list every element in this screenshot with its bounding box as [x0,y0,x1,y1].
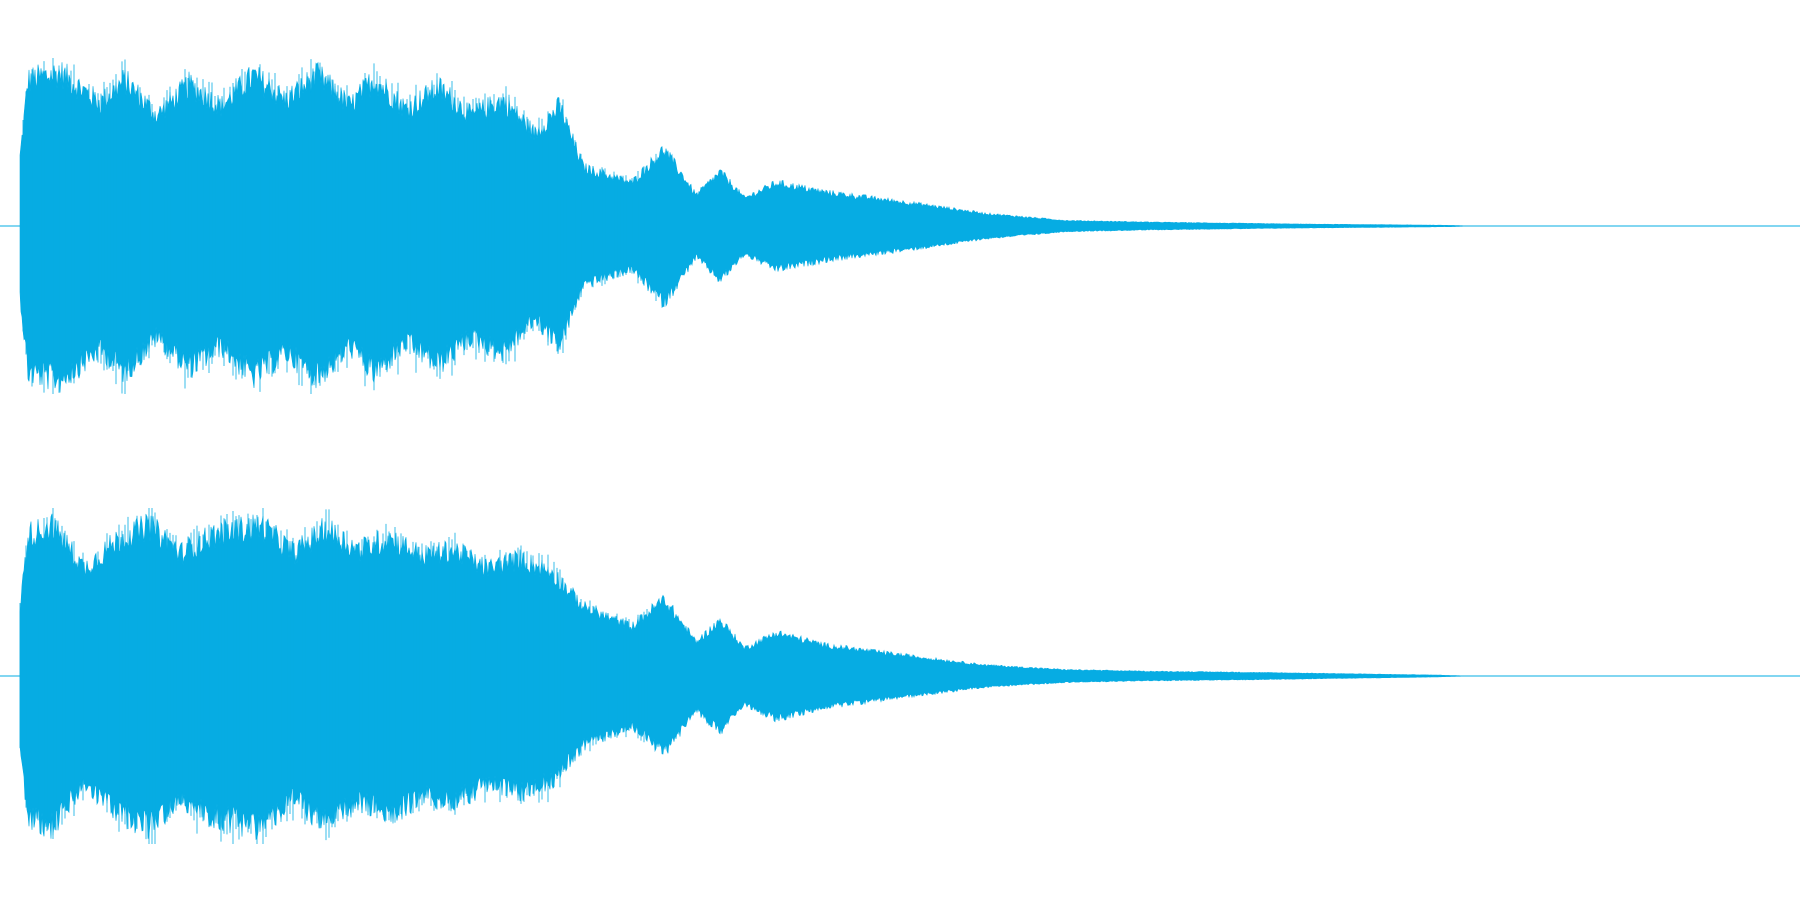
channel-waveform [19,61,1630,393]
channel-waveform [19,513,1630,841]
left-channel-track [0,58,1800,394]
right-channel-track [0,508,1800,844]
